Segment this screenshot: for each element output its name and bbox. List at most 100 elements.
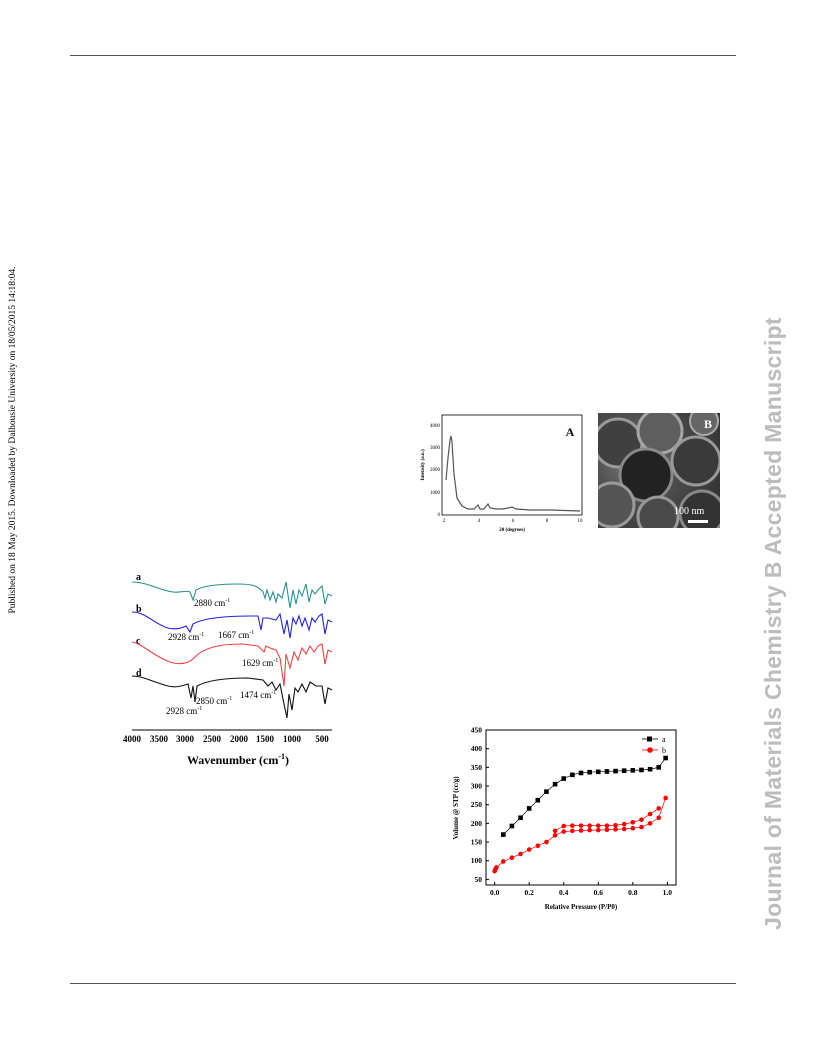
xrd-y-tick: 1000 bbox=[430, 491, 441, 496]
isotherm-point-series-0 bbox=[500, 832, 506, 837]
isotherm-point-series-2 bbox=[595, 823, 601, 828]
isotherm-point-series-1 bbox=[656, 815, 662, 821]
publication-notice: Published on 18 May 2015. Downloaded by … bbox=[8, 266, 18, 614]
ftir-x-tick: 3500 bbox=[150, 734, 169, 744]
ftir-trace-b bbox=[131, 611, 333, 639]
isotherm-point-series-0 bbox=[663, 755, 668, 761]
isotherm-point-series-1 bbox=[604, 827, 610, 833]
isotherm-x-tick-label: 0.4 bbox=[559, 888, 569, 897]
isotherm-point-series-1 bbox=[544, 839, 549, 845]
tem-micrograph: B 100 nm bbox=[598, 413, 720, 528]
isotherm-point-series-1 bbox=[526, 847, 532, 852]
isotherm-y-tick-label: 200 bbox=[471, 819, 483, 828]
isotherm-point-series-1 bbox=[621, 826, 627, 832]
isotherm-y-tick-label: 350 bbox=[471, 763, 483, 772]
isotherm-point-series-0 bbox=[647, 766, 653, 772]
isotherm-legend: a b bbox=[642, 735, 666, 755]
header-rule bbox=[70, 55, 736, 56]
isotherm-point-series-0 bbox=[630, 768, 636, 773]
isotherm-point-series-1 bbox=[509, 855, 515, 861]
ftir-trace-label-b: b bbox=[136, 604, 142, 615]
tem-particle bbox=[678, 489, 720, 528]
ftir-x-tick: 2500 bbox=[203, 734, 222, 744]
isotherm-point-series-0 bbox=[621, 768, 627, 774]
xrd-trace bbox=[445, 435, 581, 512]
ftir-trace-a bbox=[131, 581, 333, 609]
isotherm-point-series-1 bbox=[647, 821, 653, 826]
ftir-annotation: 2928 cm-1 bbox=[166, 706, 202, 716]
isotherm-y-tick-label: 250 bbox=[471, 800, 483, 809]
legend-label-b: b bbox=[662, 746, 666, 755]
isotherm-point-series-1 bbox=[613, 827, 618, 832]
ftir-x-tick: 500 bbox=[315, 734, 329, 744]
isotherm-point-series-0 bbox=[552, 781, 558, 787]
xrd-y-tick: 0 bbox=[438, 513, 441, 518]
legend-marker-b bbox=[647, 747, 653, 753]
isotherm-point-series-2 bbox=[578, 823, 584, 828]
isotherm-point-series-1 bbox=[518, 851, 523, 857]
xrd-x-tick: 4 bbox=[478, 519, 481, 524]
isotherm-point-series-2 bbox=[621, 821, 627, 827]
isotherm-point-series-0 bbox=[518, 815, 523, 821]
ftir-trace-d bbox=[131, 675, 333, 719]
isotherm-point-series-2 bbox=[647, 811, 653, 817]
isotherm-y-tick-label: 400 bbox=[471, 744, 483, 753]
ftir-trace-label-d: d bbox=[136, 668, 142, 679]
isotherm-point-series-0 bbox=[509, 823, 515, 829]
isotherm-point-series-1 bbox=[578, 828, 584, 833]
isotherm-point-series-0 bbox=[587, 769, 592, 775]
xrd-x-tick: 10 bbox=[578, 519, 584, 524]
ftir-trace-c bbox=[131, 641, 333, 687]
isotherm-x-tick-label: 0.6 bbox=[594, 888, 604, 897]
tem-particle bbox=[598, 481, 636, 528]
isotherm-point-series-1 bbox=[595, 827, 601, 833]
isotherm-point-series-2 bbox=[561, 823, 567, 829]
ftir-annotation: 2850 cm-1 bbox=[196, 696, 232, 706]
isotherm-svg: 50 100 150 200 250 300 350 400 450 0.0 0.2 0.4 0.6 0… bbox=[452, 726, 677, 911]
isotherm-point-series-2 bbox=[570, 823, 575, 828]
legend-label-a: a bbox=[662, 735, 666, 744]
sorption-isotherm-figure: 50 100 150 200 250 300 350 400 450 0.0 0.2 0.4 0.6 0… bbox=[410, 725, 690, 920]
tem-panel-label: B bbox=[703, 417, 712, 431]
xrd-x-axis-label: 2θ (degrees) bbox=[499, 528, 525, 533]
isotherm-point-series-2 bbox=[630, 819, 636, 825]
isotherm-point-series-1 bbox=[570, 828, 575, 834]
tem-particle bbox=[689, 413, 719, 436]
xrd-y-tick: 2000 bbox=[430, 468, 441, 473]
isotherm-point-series-1 bbox=[663, 795, 668, 801]
ftir-annotation: 2928 cm-1 bbox=[168, 632, 204, 642]
xrd-x-tick: 2 bbox=[443, 519, 446, 524]
isotherm-point-series-0 bbox=[639, 767, 644, 773]
ftir-annotation: 1629 cm-1 bbox=[242, 658, 278, 668]
ftir-annotation: 2880 cm-1 bbox=[194, 598, 230, 608]
ftir-annotation: 1667 cm-1 bbox=[218, 630, 254, 640]
ftir-spectra-figure: 4000 3500 3000 2500 2000 1500 1000 500 W… bbox=[118, 568, 350, 773]
ftir-x-tick: 4000 bbox=[123, 734, 142, 744]
ftir-x-tick: 1000 bbox=[283, 734, 302, 744]
isotherm-point-series-0 bbox=[535, 797, 541, 803]
isotherm-point-series-0 bbox=[570, 772, 575, 778]
isotherm-y-tick-label: 150 bbox=[471, 838, 483, 847]
xrd-y-tick: 3000 bbox=[430, 446, 441, 451]
isotherm-x-tick-label: 1.0 bbox=[663, 888, 673, 897]
isotherm-point-series-1 bbox=[639, 824, 644, 830]
isotherm-point-series-2 bbox=[613, 822, 618, 828]
tem-particle bbox=[636, 495, 680, 528]
ftir-trace-label-a: a bbox=[136, 572, 141, 583]
isotherm-y-tick-label: 50 bbox=[475, 875, 483, 884]
xrd-pattern-figure: 0 1000 2000 3000 4000 2 4 6 8 10 2θ (deg… bbox=[410, 410, 590, 540]
xrd-plot-frame bbox=[441, 414, 583, 516]
isotherm-point-series-0 bbox=[595, 769, 601, 775]
ftir-x-tick: 2000 bbox=[230, 734, 249, 744]
legend-marker-a bbox=[647, 736, 652, 742]
ftir-x-axis-label: Wavenumber (cm-1) bbox=[187, 752, 289, 767]
xrd-svg: 0 1000 2000 3000 4000 2 4 6 8 10 2θ (deg… bbox=[421, 414, 584, 533]
xrd-x-tick: 8 bbox=[546, 519, 549, 524]
isotherm-point-series-1 bbox=[552, 833, 558, 838]
isotherm-point-series-0 bbox=[578, 770, 584, 776]
isotherm-point-series-2 bbox=[604, 823, 610, 828]
isotherm-point-series-0 bbox=[604, 769, 610, 774]
tem-image: B 100 nm bbox=[598, 413, 720, 528]
tem-particles bbox=[598, 413, 720, 528]
isotherm-y-axis-label: Volume @ STP (cc/g) bbox=[452, 776, 460, 840]
